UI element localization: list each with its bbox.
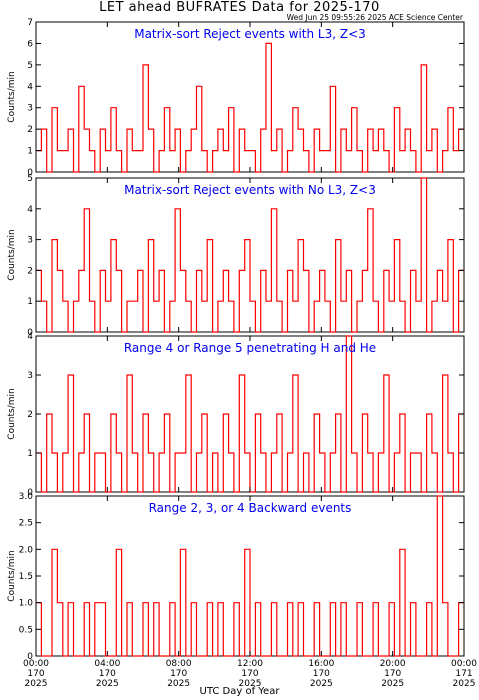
xtick-label: 2025: [96, 679, 119, 689]
xtick-label: 170: [27, 669, 44, 679]
panel-4-ytick-label: 1.0: [19, 599, 34, 609]
panel-2-ytick-label: 3: [27, 236, 33, 246]
panel-2-ytick-label: 0: [27, 328, 33, 338]
xtick-label: 170: [170, 669, 187, 679]
panel-1-ytick-label: 1: [27, 147, 33, 157]
xtick-label: 08:00: [166, 659, 192, 669]
panel-2-ylabel: Counts/min: [7, 229, 17, 280]
xtick-label: 00:00: [23, 659, 49, 669]
panel-4-ytick-label: 2.0: [19, 545, 34, 555]
panel-3-ytick-label: 0: [27, 488, 33, 498]
panel-2-ytick-label: 1: [27, 297, 33, 307]
xtick-label: 16:00: [308, 659, 334, 669]
panel-4-ylabel: Counts/min: [7, 550, 17, 601]
panel-2-ytick-label: 5: [27, 174, 33, 184]
xtick-label: 170: [384, 669, 401, 679]
panel-2-title: Matrix-sort Reject events with No L3, Z<…: [124, 183, 376, 197]
panel-3-ytick-label: 1: [27, 449, 33, 459]
generation-timestamp: Wed Jun 25 09:55:26 2025 ACE Science Cen…: [286, 13, 463, 22]
xtick-label: 2025: [453, 679, 476, 689]
panel-2-series-line: [36, 177, 464, 333]
panel-1-ytick-label: 5: [27, 61, 33, 71]
xtick-label: 2025: [310, 679, 333, 689]
panel-1-ylabel: Counts/min: [7, 71, 17, 122]
xtick-label: 2025: [25, 679, 48, 689]
xtick-label: 170: [241, 669, 258, 679]
panel-3-ytick-label: 4: [27, 332, 33, 342]
panel-1-title: Matrix-sort Reject events with L3, Z<3: [134, 27, 366, 41]
xtick-label: 04:00: [94, 659, 120, 669]
panel-1-ytick-label: 2: [27, 125, 33, 135]
panel-2-ytick-label: 4: [27, 205, 33, 215]
panel-3-ytick-label: 3: [27, 371, 33, 381]
panel-1-ytick-label: 4: [27, 82, 33, 92]
panel-4-series-line: [36, 495, 464, 657]
panel-2-ytick-label: 2: [27, 266, 33, 276]
panel-1-ytick-label: 6: [27, 39, 33, 49]
panel-3-series-line: [36, 335, 464, 493]
panel-4-title: Range 2, 3, or 4 Backward events: [149, 501, 352, 515]
panel-1-ytick-label: 3: [27, 104, 33, 114]
xtick-label: 170: [99, 669, 116, 679]
figure-title: LET ahead BUFRATES Data for 2025-170: [99, 0, 380, 15]
xtick-label: 171: [455, 669, 472, 679]
panel-4-ytick-label: 1.5: [19, 572, 33, 582]
panel-1-ytick-label: 0: [27, 168, 33, 178]
xtick-label: 20:00: [380, 659, 406, 669]
panel-4-ytick-label: 0: [27, 652, 33, 662]
xtick-label: 12:00: [237, 659, 263, 669]
panel-1-series-line: [36, 42, 464, 173]
xtick-label: 2025: [381, 679, 404, 689]
panel-4-ytick-label: 0.5: [19, 625, 33, 635]
panel-4-ytick-label: 2.5: [19, 519, 33, 529]
panel-1-ytick-label: 7: [27, 18, 33, 28]
x-axis-label: UTC Day of Year: [199, 686, 280, 697]
xtick-label: 2025: [167, 679, 190, 689]
panel-3-ylabel: Counts/min: [7, 388, 17, 439]
xtick-label: 170: [313, 669, 330, 679]
xtick-label: 00:00: [451, 659, 477, 669]
panel-4-ytick-label: 3.0: [19, 492, 34, 502]
xtick-label: 2025: [239, 679, 262, 689]
panel-3-title: Range 4 or Range 5 penetrating H and He: [124, 341, 376, 355]
panel-3-ytick-label: 2: [27, 410, 33, 420]
